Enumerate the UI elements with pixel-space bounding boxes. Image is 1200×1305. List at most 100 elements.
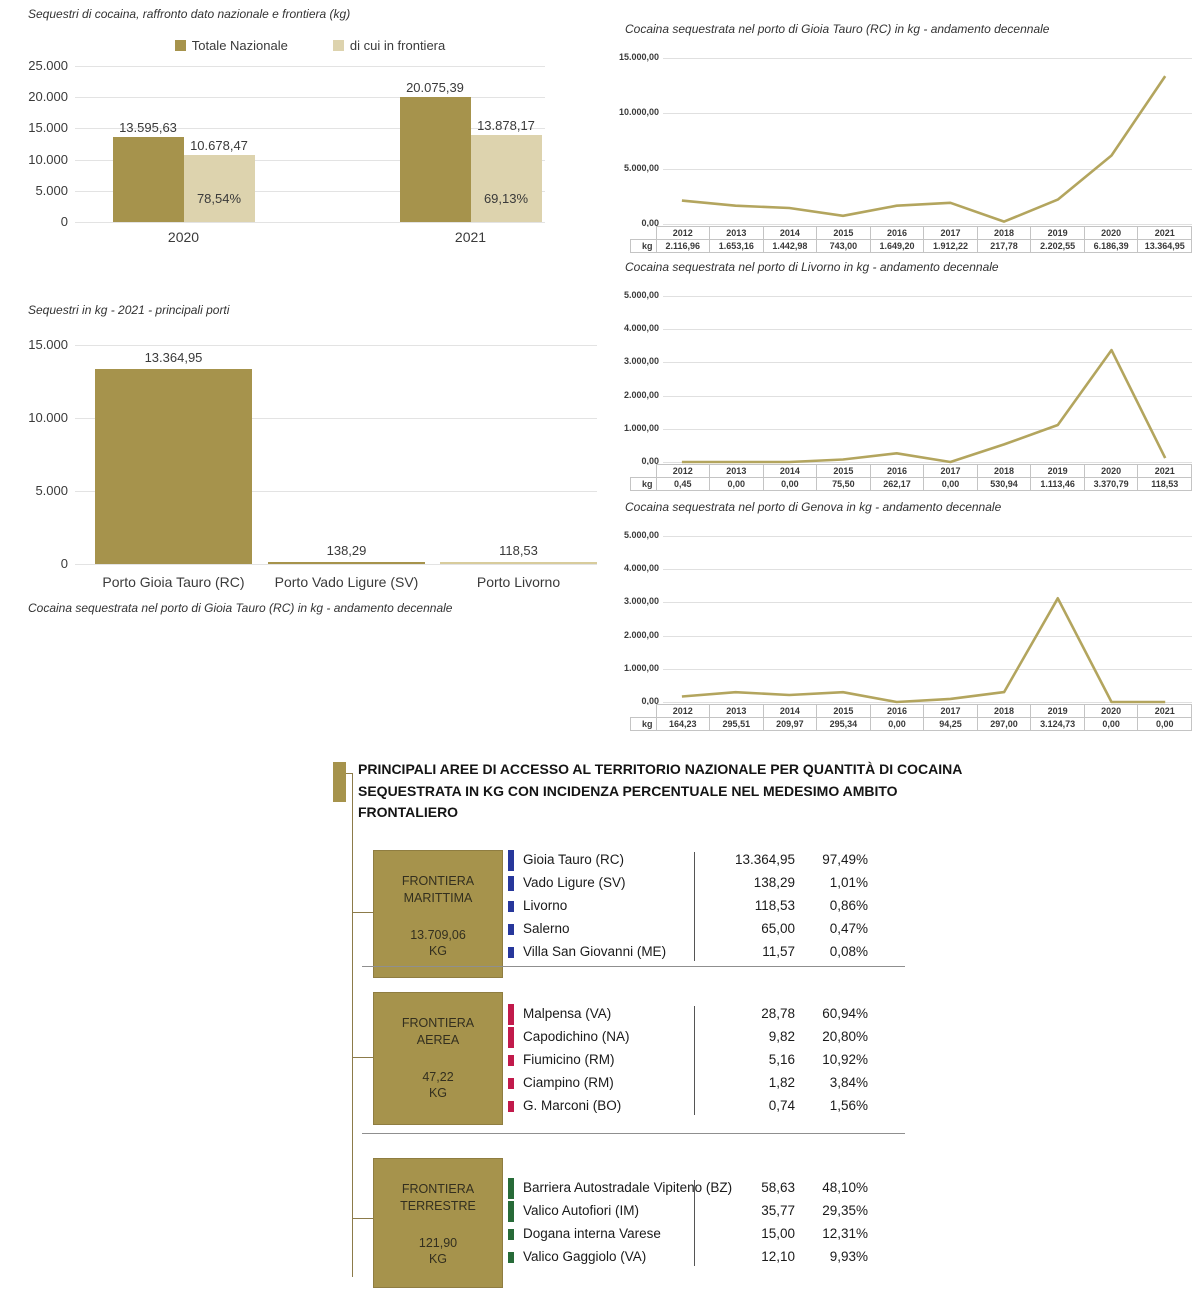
year-cell: 2013 bbox=[709, 464, 764, 478]
trunk-line bbox=[352, 773, 353, 1277]
y-axis-tick-label: 5.000 bbox=[35, 182, 68, 198]
row-divider-line bbox=[694, 1005, 695, 1115]
y-axis-tick-label: 10.000 bbox=[28, 410, 68, 425]
chart-main-ports-2021: Sequestri in kg - 2021 - principali port… bbox=[10, 298, 610, 628]
gridline bbox=[75, 345, 597, 346]
frontier-name-line: FRONTIERA bbox=[401, 1182, 475, 1196]
frontier-row: Malpensa (VA) 28,78 60,94% bbox=[506, 1003, 878, 1026]
x-axis-category-label: Porto Vado Ligure (SV) bbox=[274, 574, 419, 590]
kg-value-cell: 1.912,22 bbox=[923, 239, 978, 253]
year-cell: 2014 bbox=[762, 704, 818, 718]
kg-value-cell: 262,17 bbox=[869, 477, 925, 491]
row-divider-line bbox=[694, 1179, 695, 1266]
y-axis-tick-label: 5.000,00 bbox=[623, 290, 659, 300]
bar-di-cui-in-frontiera bbox=[470, 135, 542, 222]
year-cell: 2013 bbox=[709, 226, 764, 240]
frontier-unit: KG bbox=[428, 1252, 448, 1266]
y-axis-tick-label: 1.000,00 bbox=[623, 662, 659, 673]
year-cell: 2019 bbox=[1030, 464, 1085, 478]
branch-line bbox=[353, 1057, 373, 1058]
x-axis-category-label: 2021 bbox=[454, 229, 487, 245]
empty-cell bbox=[630, 464, 656, 478]
branch-line bbox=[353, 912, 373, 913]
location-label: Capodichino (NA) bbox=[523, 1028, 630, 1044]
y-axis-tick-label: 25.000 bbox=[28, 58, 68, 73]
frontier-name-line: MARITTIMA bbox=[403, 891, 473, 905]
kg-value-cell: 0,00 bbox=[869, 717, 925, 731]
kg-value-cell: 1.113,46 bbox=[1030, 477, 1085, 491]
year-cell: 2017 bbox=[923, 704, 978, 718]
kg-value-cell: 1.649,20 bbox=[869, 239, 925, 253]
tick-marker bbox=[508, 1026, 514, 1048]
y-axis-tick-label: 3.000,00 bbox=[623, 596, 659, 607]
frontier-box: FRONTIERA AEREA 47,22 KG bbox=[373, 992, 503, 1125]
frontier-unit: KG bbox=[428, 944, 448, 958]
tick-marker bbox=[508, 1177, 514, 1199]
gridline bbox=[663, 536, 1192, 537]
frontier-row: Vado Ligure (SV) 138,29 1,01% bbox=[506, 872, 878, 895]
kg-value-cell: 1.442,98 bbox=[762, 239, 818, 253]
frontier-access-diagram: PRINCIPALI AREE DI ACCESSO AL TERRITORIO… bbox=[330, 755, 990, 1305]
year-cell: 2020 bbox=[1083, 464, 1139, 478]
tick-marker bbox=[508, 1200, 514, 1222]
legend-label: di cui in frontiera bbox=[349, 38, 446, 53]
gridline bbox=[663, 58, 1192, 59]
location-label: Livorno bbox=[523, 897, 568, 913]
empty-cell bbox=[630, 226, 656, 240]
kg-value-cell: 209,97 bbox=[762, 717, 818, 731]
chart-footnote: Cocaina sequestrata nel porto di Gioia T… bbox=[28, 601, 453, 615]
gridline bbox=[75, 491, 597, 492]
kg-value-cell: 118,53 bbox=[1137, 477, 1192, 491]
gridline bbox=[75, 159, 545, 161]
bar-di-cui-in-frontiera bbox=[183, 155, 255, 222]
line-series-svg bbox=[681, 348, 1167, 464]
location-label: Gioia Tauro (RC) bbox=[523, 851, 625, 867]
frontier-row: Barriera Autostradale Vipiteno (BZ) 58,63… bbox=[506, 1177, 878, 1200]
title-bullet-marker bbox=[333, 762, 346, 802]
gridline bbox=[75, 564, 597, 565]
location-label: Villa San Giovanni (ME) bbox=[523, 943, 667, 959]
kg-value-cell: 217,78 bbox=[976, 239, 1032, 253]
year-cell: 2016 bbox=[869, 464, 925, 478]
kg-value-cell: 295,34 bbox=[816, 717, 871, 731]
data-table: 2012 2013 2014 2015 2016 2017 2018 2019 2020 2021… bbox=[630, 226, 1192, 253]
year-cell: 2021 bbox=[1137, 464, 1192, 478]
location-kg-value: 9,82 bbox=[768, 1028, 795, 1044]
location-percentage: 0,47% bbox=[829, 920, 868, 936]
trend-line bbox=[681, 348, 1167, 464]
kg-value-cell: 0,00 bbox=[923, 477, 978, 491]
kg-value-cell: 0,00 bbox=[1137, 717, 1192, 731]
branch-line bbox=[353, 1218, 373, 1219]
frontier-name-line: AEREA bbox=[416, 1033, 460, 1047]
x-axis-category-label: Porto Livorno bbox=[476, 574, 561, 590]
location-percentage: 9,93% bbox=[829, 1248, 868, 1264]
location-percentage: 60,94% bbox=[822, 1005, 868, 1021]
y-axis-tick-label: 4.000,00 bbox=[623, 323, 659, 334]
bar-port bbox=[440, 562, 597, 564]
location-kg-value: 12,10 bbox=[761, 1248, 795, 1264]
year-cell: 2016 bbox=[869, 704, 925, 718]
frontier-name-line: TERRESTRE bbox=[400, 1199, 476, 1213]
location-label: G. Marconi (BO) bbox=[523, 1097, 622, 1113]
y-axis-tick-label: 0,00 bbox=[641, 696, 659, 706]
x-axis-category-label: 2020 bbox=[167, 229, 200, 245]
kg-value-cell: 94,25 bbox=[923, 717, 978, 731]
tick-marker bbox=[508, 923, 514, 935]
frontier-row: G. Marconi (BO) 0,74 1,56% bbox=[506, 1095, 878, 1118]
frontier-row: Valico Autofiori (IM) 35,77 29,35% bbox=[506, 1200, 878, 1223]
gridline bbox=[663, 296, 1192, 297]
kg-value-cell: 2.116,96 bbox=[655, 239, 711, 253]
frontier-name: FRONTIERA AEREA bbox=[402, 1015, 474, 1049]
frontier-name-line: FRONTIERA bbox=[401, 874, 475, 888]
gridline bbox=[663, 329, 1192, 331]
y-axis-tick-label: 15.000,00 bbox=[618, 52, 659, 62]
legend-swatch-frontier bbox=[332, 40, 344, 51]
year-cell: 2021 bbox=[1137, 704, 1192, 718]
frontier-total-kg: 47,22 bbox=[422, 1070, 454, 1084]
diagram-title: PRINCIPALI AREE DI ACCESSO AL TERRITORIO… bbox=[358, 759, 978, 824]
row-divider-line bbox=[694, 851, 695, 961]
gridline bbox=[663, 395, 1192, 397]
legend-item-national: Totale Nazionale bbox=[174, 38, 288, 53]
frontier-name: FRONTIERA TERRESTRE bbox=[400, 1181, 476, 1215]
year-cell: 2013 bbox=[709, 704, 764, 718]
